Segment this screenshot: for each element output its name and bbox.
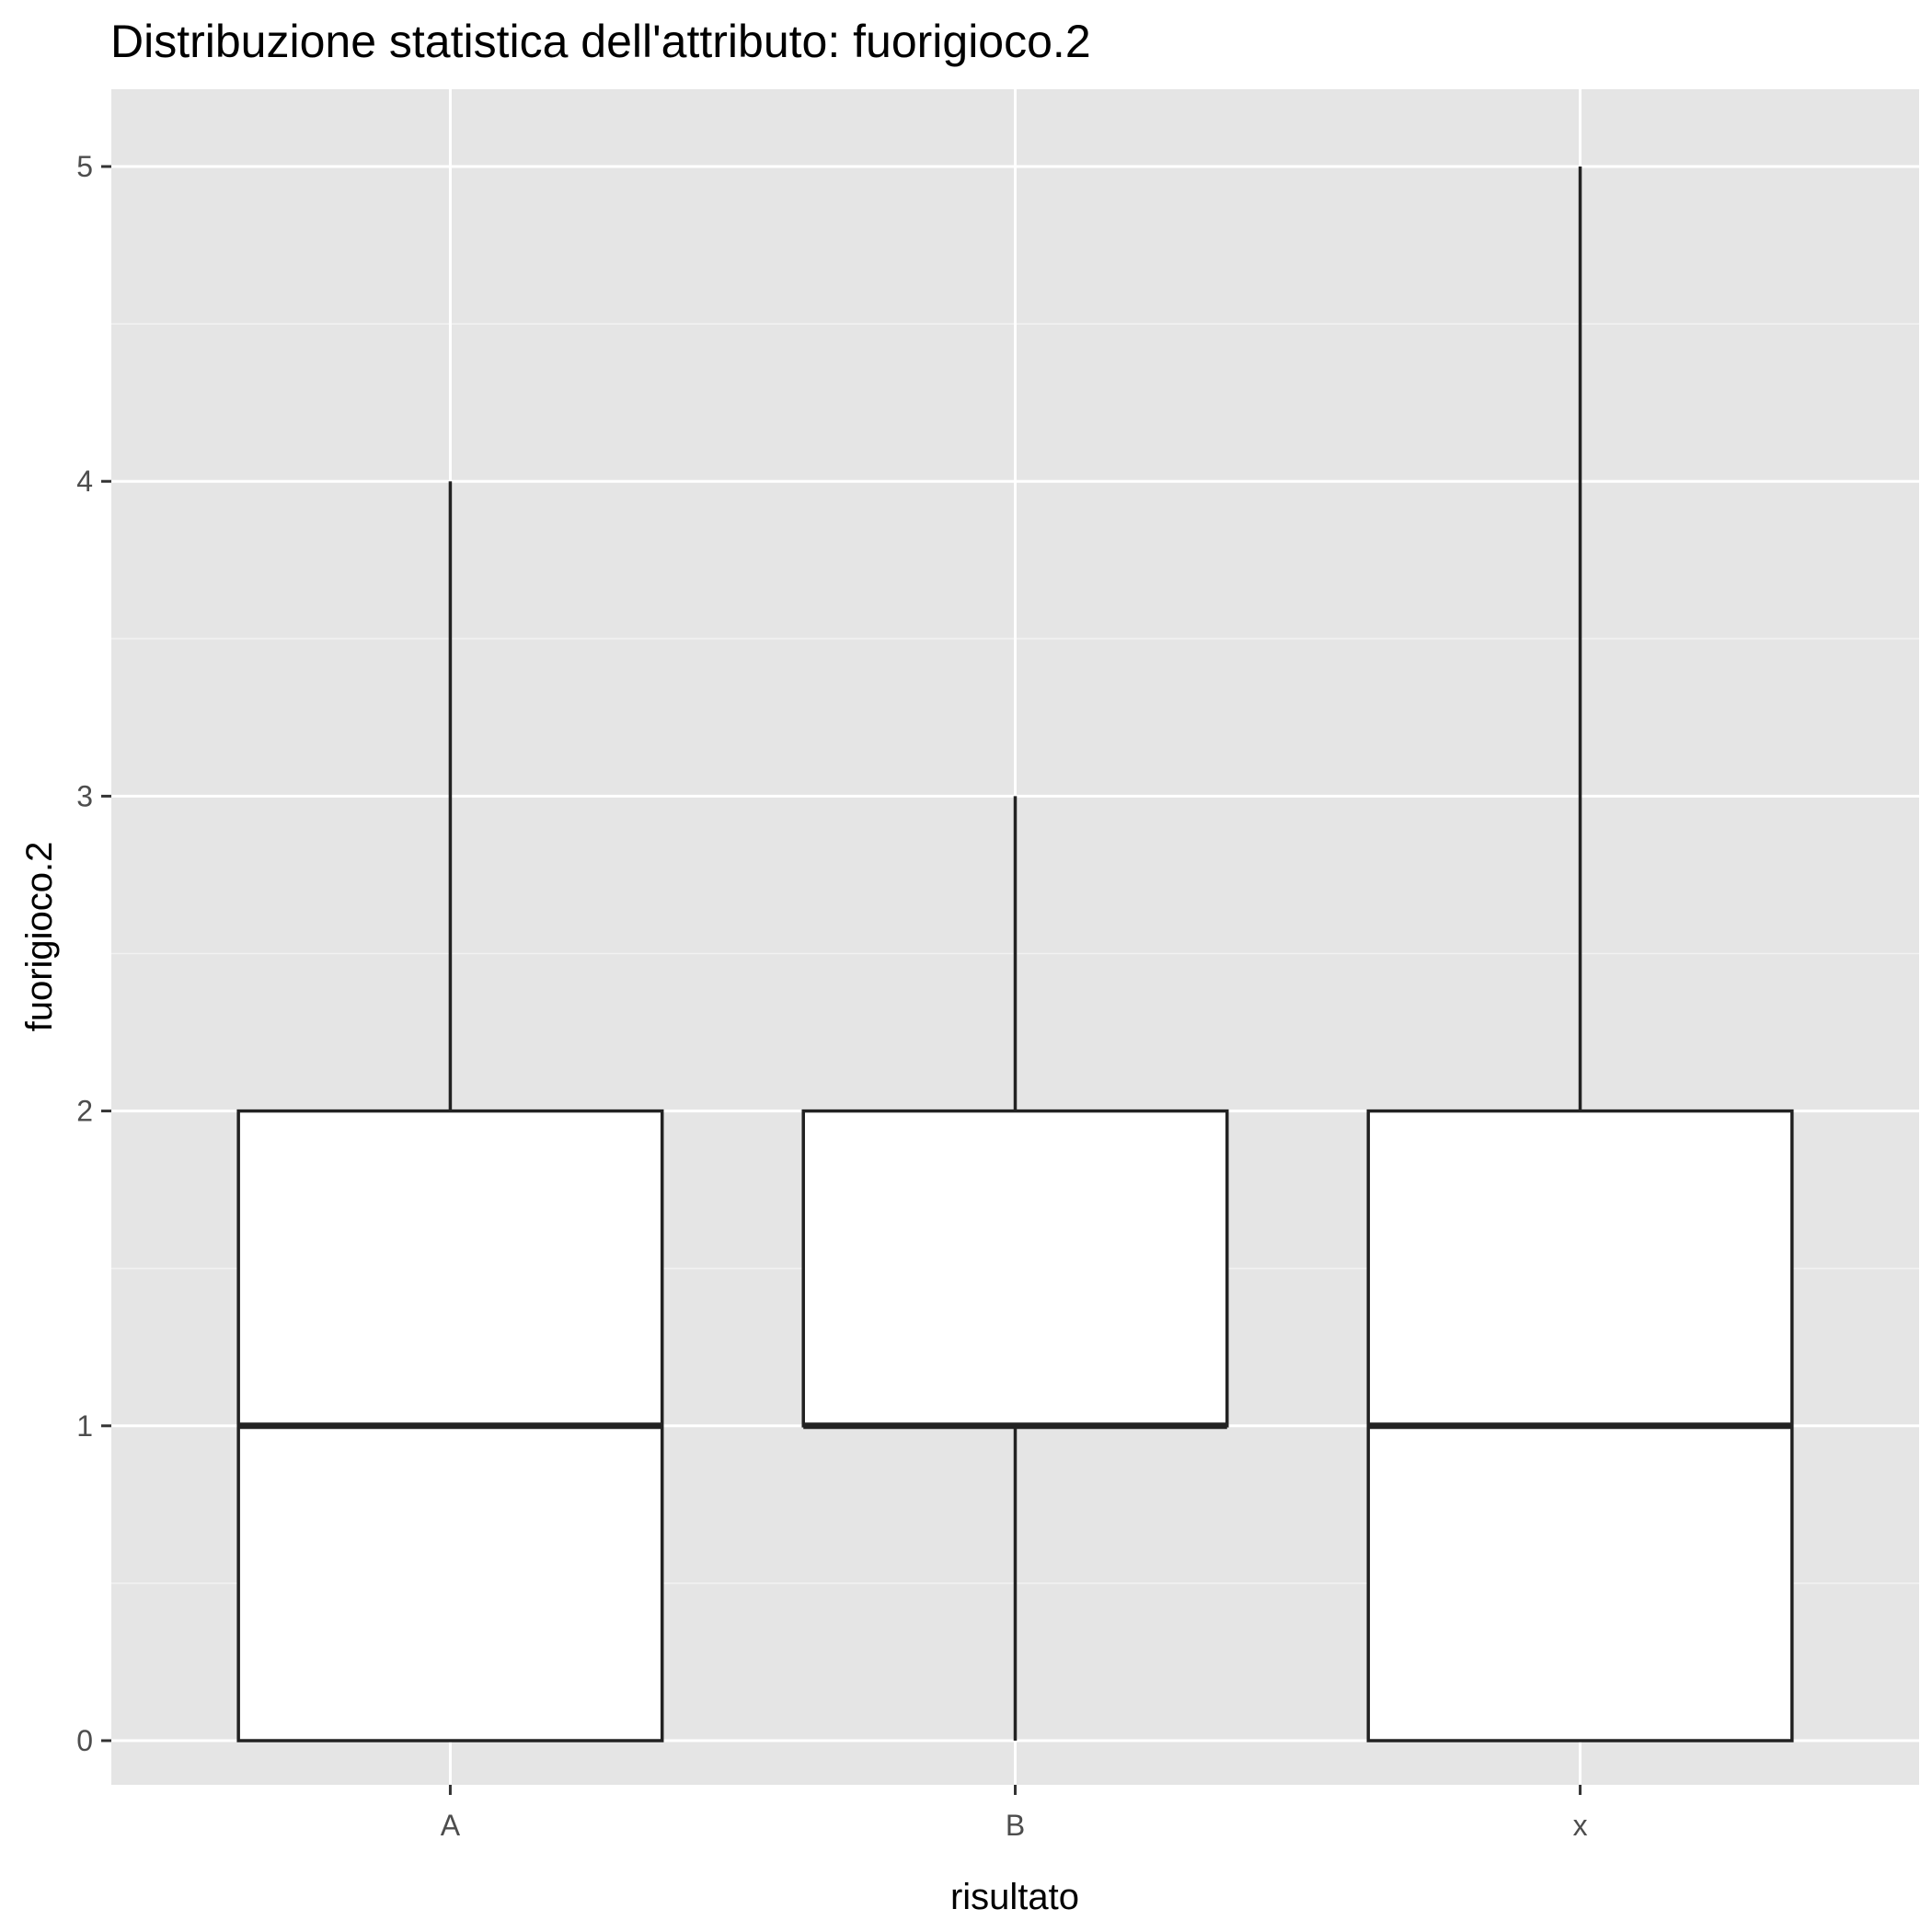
box-A [236, 481, 664, 1742]
box-B [801, 796, 1229, 1741]
y-tick-label: 3 [76, 779, 93, 812]
iqr-box [801, 1109, 1229, 1428]
x-tick-label: x [1573, 1809, 1588, 1842]
y-tick-label: 2 [76, 1095, 93, 1128]
boxes-layer [236, 167, 1794, 1742]
x-tick-label: B [1006, 1809, 1025, 1842]
x-axis-title: risultato [950, 1877, 1079, 1917]
y-tick-label: 4 [76, 465, 93, 498]
y-axis-title: fuorigioco.2 [19, 842, 60, 1032]
y-tick-label: 1 [76, 1409, 93, 1443]
y-axis: 0 1 2 3 4 5 [76, 150, 111, 1757]
y-tick-label: 5 [76, 150, 93, 183]
y-tick-label: 0 [76, 1724, 93, 1757]
x-tick-label: A [441, 1809, 461, 1842]
chart-title: Distribuzione statistica dell'attributo:… [110, 16, 1091, 67]
box-x [1366, 167, 1794, 1742]
